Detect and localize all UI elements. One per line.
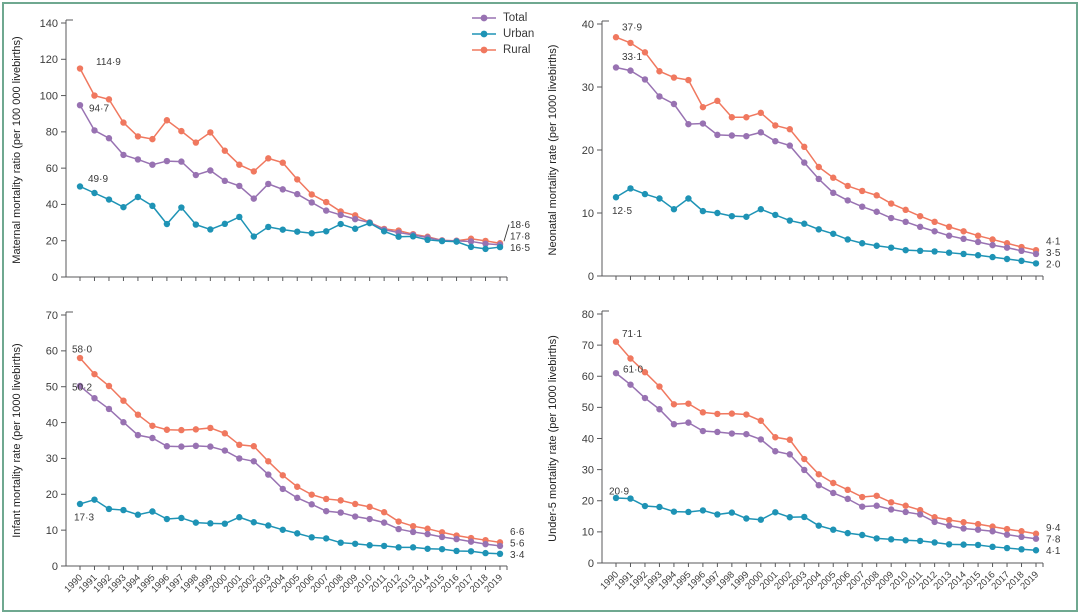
under5-mortality-y-axis-label: Under-5 mortality rate (per 1000 livebir… [547, 335, 559, 542]
panel-infant-mortality: 0102030405060701990199119921993199419951… [11, 310, 525, 595]
svg-text:0: 0 [52, 272, 58, 284]
svg-text:40: 40 [582, 433, 594, 445]
svg-text:50: 50 [46, 382, 58, 394]
under5-mortality-urban-start-label: 20·9 [609, 486, 629, 497]
legend-item-urban: Urban [471, 28, 534, 40]
infant-mortality-total-start-label: 50·2 [72, 382, 92, 393]
neonatal-mortality-total-series: 33·1 [612, 52, 1040, 258]
svg-text:0: 0 [52, 561, 58, 573]
svg-text:120: 120 [40, 54, 58, 66]
svg-text:40: 40 [582, 19, 594, 31]
chart-legend: Total Urban Rural [471, 12, 534, 56]
svg-text:20: 20 [582, 145, 594, 157]
infant-mortality-urban-series: 17·3 [74, 496, 504, 558]
maternal-mortality-rural-series: 114·9 [76, 57, 504, 247]
neonatal-mortality-rural-start-label: 37·9 [622, 23, 642, 34]
infant-mortality-end-label: 3·4 [510, 550, 525, 561]
svg-text:60: 60 [46, 163, 58, 175]
under5-mortality-end-label: 4·1 [1046, 546, 1061, 557]
svg-text:20: 20 [46, 489, 58, 501]
infant-mortality-y-axis-label: Infant mortality rate (per 1000 livebirt… [11, 343, 23, 537]
neonatal-mortality-total-start-label: 33·1 [622, 52, 642, 63]
neonatal-mortality-urban-series: 12·5 [612, 185, 1040, 267]
infant-mortality-total-series: 50·2 [72, 382, 504, 550]
neonatal-mortality-end-label: 2·0 [1046, 259, 1061, 270]
infant-mortality-end-label: 6·6 [510, 527, 525, 538]
maternal-mortality-end-label: 18·6 [510, 220, 530, 231]
svg-text:10: 10 [46, 525, 58, 537]
neonatal-mortality-urban-start-label: 12·5 [612, 206, 632, 217]
panel-neonatal-mortality: 0 10 20 30 40 Neonatal mortality rate (per 10… [547, 19, 1061, 283]
maternal-mortality-urban-series: 49·9 [76, 174, 504, 253]
panel-maternal-mortality: 0 20 40 60 80 100 120 140 Maternal mortality rat… [11, 18, 530, 284]
legend-marker-rural [472, 46, 496, 54]
legend-label-rural: Rural [503, 44, 531, 56]
neonatal-mortality-end-label: 4·1 [1046, 236, 1061, 247]
maternal-mortality-y-axis-label: Maternal mortality ratio (per 100 000 li… [11, 36, 23, 263]
svg-text:10: 10 [582, 527, 594, 539]
under5-mortality-end-label: 9·4 [1046, 523, 1061, 534]
svg-text:30: 30 [46, 453, 58, 465]
under5-mortality-urban-series: 20·9 [609, 486, 1040, 554]
under5-mortality-rural-start-label: 71·1 [622, 329, 642, 340]
infant-mortality-rural-start-label: 58·0 [72, 345, 92, 356]
maternal-mortality-end-label: 17·8 [510, 232, 530, 243]
svg-text:0: 0 [588, 271, 594, 283]
svg-text:70: 70 [582, 340, 594, 352]
svg-text:40: 40 [46, 199, 58, 211]
svg-text:60: 60 [582, 371, 594, 383]
infant-mortality-axes: 0102030405060701990199119921993199419951… [46, 310, 508, 595]
svg-text:10: 10 [582, 208, 594, 220]
svg-text:80: 80 [46, 127, 58, 139]
svg-text:70: 70 [46, 310, 58, 322]
legend-item-total: Total [471, 12, 534, 24]
legend-marker-urban [472, 30, 496, 38]
maternal-mortality-axes: 0 20 40 60 80 100 120 140 [40, 18, 508, 284]
maternal-mortality-end-label: 16·5 [510, 243, 530, 254]
panel-under5-mortality: 0102030405060708019901991199219931994199… [547, 309, 1061, 592]
svg-text:100: 100 [40, 90, 58, 102]
maternal-mortality-urban-start-label: 49·9 [88, 174, 108, 185]
neonatal-mortality-y-axis-label: Neonatal mortality rate (per 1000 livebi… [547, 45, 559, 256]
svg-text:140: 140 [40, 18, 58, 30]
under5-mortality-total-start-label: 61·0 [623, 365, 643, 376]
neonatal-mortality-rural-series: 37·9 [612, 23, 1040, 254]
legend-label-urban: Urban [503, 28, 535, 40]
infant-mortality-urban-start-label: 17·3 [74, 512, 94, 523]
maternal-mortality-rural-start-label: 114·9 [96, 57, 121, 68]
under5-mortality-rural-series: 71·1 [612, 329, 1040, 537]
maternal-mortality-total-start-label: 94·7 [89, 104, 109, 115]
svg-text:50: 50 [582, 402, 594, 414]
under5-mortality-total-series: 61·0 [612, 365, 1040, 542]
svg-text:0: 0 [588, 558, 594, 570]
svg-text:30: 30 [582, 464, 594, 476]
infant-mortality-end-label: 5·6 [510, 538, 525, 549]
svg-text:20: 20 [582, 496, 594, 508]
maternal-mortality-total-series: 94·7 [76, 101, 504, 248]
legend-label-total: Total [503, 12, 528, 24]
svg-text:30: 30 [582, 82, 594, 94]
under5-mortality-end-label: 7·8 [1046, 535, 1061, 546]
legend-item-rural: Rural [471, 44, 534, 56]
svg-text:40: 40 [46, 417, 58, 429]
neonatal-mortality-end-label: 3·5 [1046, 248, 1061, 259]
svg-text:20: 20 [46, 236, 58, 248]
svg-text:60: 60 [46, 346, 58, 358]
neonatal-mortality-axes: 0 10 20 30 40 [582, 19, 1044, 283]
svg-text:80: 80 [582, 309, 594, 321]
legend-marker-total [472, 14, 496, 22]
under5-mortality-axes: 0102030405060708019901991199219931994199… [582, 309, 1044, 592]
